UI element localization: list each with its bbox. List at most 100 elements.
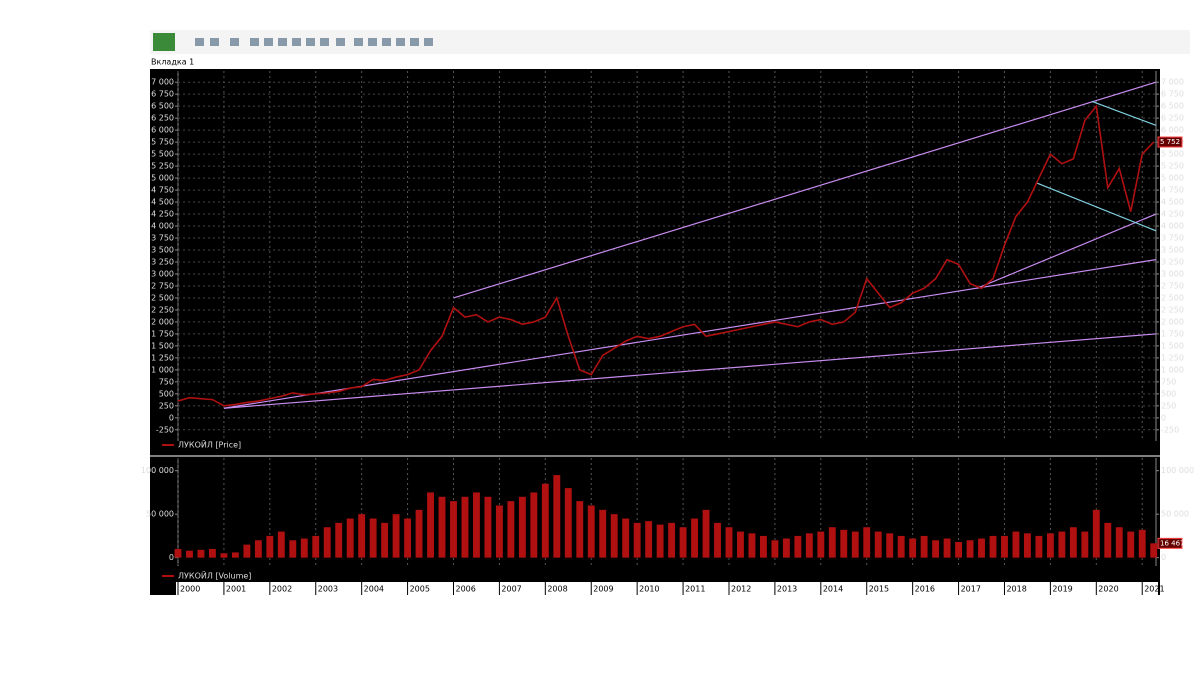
- y-tick-label: 7 000: [151, 78, 174, 87]
- y-tick-label: 0: [169, 413, 174, 422]
- x-tick-label: 2010: [639, 585, 659, 594]
- volume-bar: [1001, 535, 1008, 558]
- x-tick-label: 2009: [593, 585, 613, 594]
- last-value-box: [1157, 136, 1183, 148]
- tool-icon[interactable]: [230, 38, 239, 46]
- tool-icon[interactable]: [368, 38, 377, 46]
- price-line: [177, 104, 1155, 407]
- volume-bar: [507, 501, 515, 558]
- y-tick-label: 3 750: [1161, 234, 1184, 243]
- y-tick-label: 5 500: [151, 150, 174, 159]
- tool-icon[interactable]: [306, 38, 315, 46]
- trend-line: [223, 333, 1157, 409]
- volume-bar: [1115, 527, 1123, 558]
- volume-bar: [266, 535, 274, 558]
- tool-icon[interactable]: [410, 38, 419, 46]
- app-icon[interactable]: [153, 33, 175, 51]
- volume-bar: [518, 496, 526, 558]
- volume-bar: [1104, 522, 1112, 558]
- y-tick-label: 500: [159, 389, 174, 398]
- y-tick-label: 2 000: [151, 317, 174, 326]
- tool-icon[interactable]: [264, 38, 273, 46]
- y-tick-label: 6 000: [151, 126, 174, 135]
- volume-bar: [346, 518, 354, 558]
- tool-icon[interactable]: [250, 38, 259, 46]
- last-value-box: [1157, 537, 1183, 549]
- y-tick-label: -250: [156, 425, 174, 434]
- tool-icon[interactable]: [354, 38, 363, 46]
- tool-icon[interactable]: [336, 38, 345, 46]
- volume-bar: [863, 527, 871, 558]
- y-tick-label: 1 750: [1161, 329, 1184, 338]
- volume-bar: [473, 492, 480, 558]
- tool-icon[interactable]: [396, 38, 405, 46]
- x-tick-label: 2000: [180, 585, 200, 594]
- y-tick-label: 1 500: [151, 341, 174, 350]
- volume-bar: [656, 524, 664, 558]
- volume-bar: [817, 531, 825, 558]
- y-tick-label: 100 000: [141, 466, 174, 475]
- volume-bar: [576, 501, 584, 558]
- tool-icon[interactable]: [424, 38, 433, 46]
- volume-bar: [530, 492, 538, 558]
- volume-bar: [1150, 543, 1158, 558]
- y-tick-label: 250: [159, 401, 174, 410]
- volume-bar: [874, 531, 882, 558]
- volume-bar: [1046, 533, 1054, 558]
- tool-icon[interactable]: [210, 38, 219, 46]
- x-tick-label: 2007: [501, 585, 521, 594]
- tool-icon[interactable]: [382, 38, 391, 46]
- y-tick-label: 6 750: [151, 90, 174, 99]
- x-tick-label: 2011: [685, 585, 705, 594]
- tool-icon[interactable]: [195, 38, 204, 46]
- last-value-label: 5 752: [1160, 138, 1180, 146]
- volume-bar: [759, 535, 767, 558]
- volume-bar: [300, 538, 308, 558]
- x-tick-label: 2021: [1144, 585, 1164, 594]
- y-tick-label: 6 250: [1161, 114, 1184, 123]
- volume-bar: [553, 475, 561, 558]
- volume-bar: [277, 531, 285, 558]
- y-tick-label: 2 250: [1161, 305, 1184, 314]
- volume-bar: [312, 535, 320, 558]
- volume-bar: [415, 509, 423, 558]
- volume-bar: [943, 538, 951, 558]
- volume-bar: [679, 527, 687, 558]
- volume-bar: [714, 522, 721, 558]
- y-tick-label: 5 000: [151, 174, 174, 183]
- volume-bar: [645, 521, 653, 558]
- y-tick-label: 1 000: [151, 365, 174, 374]
- volume-bar: [564, 488, 572, 558]
- y-tick-label: 3 500: [1161, 246, 1184, 255]
- volume-bar: [920, 535, 928, 558]
- y-tick-label: 2 750: [1161, 281, 1184, 290]
- tool-icon[interactable]: [292, 38, 301, 46]
- y-tick-label: 3 000: [151, 269, 174, 278]
- tool-icon[interactable]: [278, 38, 287, 46]
- volume-bar: [897, 535, 905, 558]
- y-tick-label: 4 250: [1161, 210, 1184, 219]
- volume-bar: [1069, 527, 1077, 558]
- y-tick-label: 6 000: [1161, 126, 1184, 135]
- volume-bar: [771, 540, 779, 558]
- x-tick-label: 2019: [1052, 585, 1072, 594]
- volume-bar: [1138, 529, 1146, 558]
- volume-bar: [369, 518, 377, 558]
- volume-bar: [197, 549, 205, 558]
- y-tick-label: 1 250: [1161, 353, 1184, 362]
- volume-bar: [805, 533, 813, 558]
- tool-icon[interactable]: [320, 38, 329, 46]
- x-tick-label: 2003: [318, 585, 338, 594]
- y-tick-label: 1 250: [151, 353, 174, 362]
- volume-bar: [955, 542, 963, 558]
- volume-bar: [886, 533, 894, 558]
- y-tick-label: 0: [169, 553, 174, 562]
- y-tick-label: 4 750: [1161, 186, 1184, 195]
- y-tick-label: 3 750: [151, 234, 174, 243]
- tab[interactable]: Вкладка 1: [151, 58, 194, 67]
- volume-bar: [220, 553, 228, 558]
- y-tick-label: 4 500: [151, 198, 174, 207]
- y-tick-label: 4 500: [1161, 198, 1184, 207]
